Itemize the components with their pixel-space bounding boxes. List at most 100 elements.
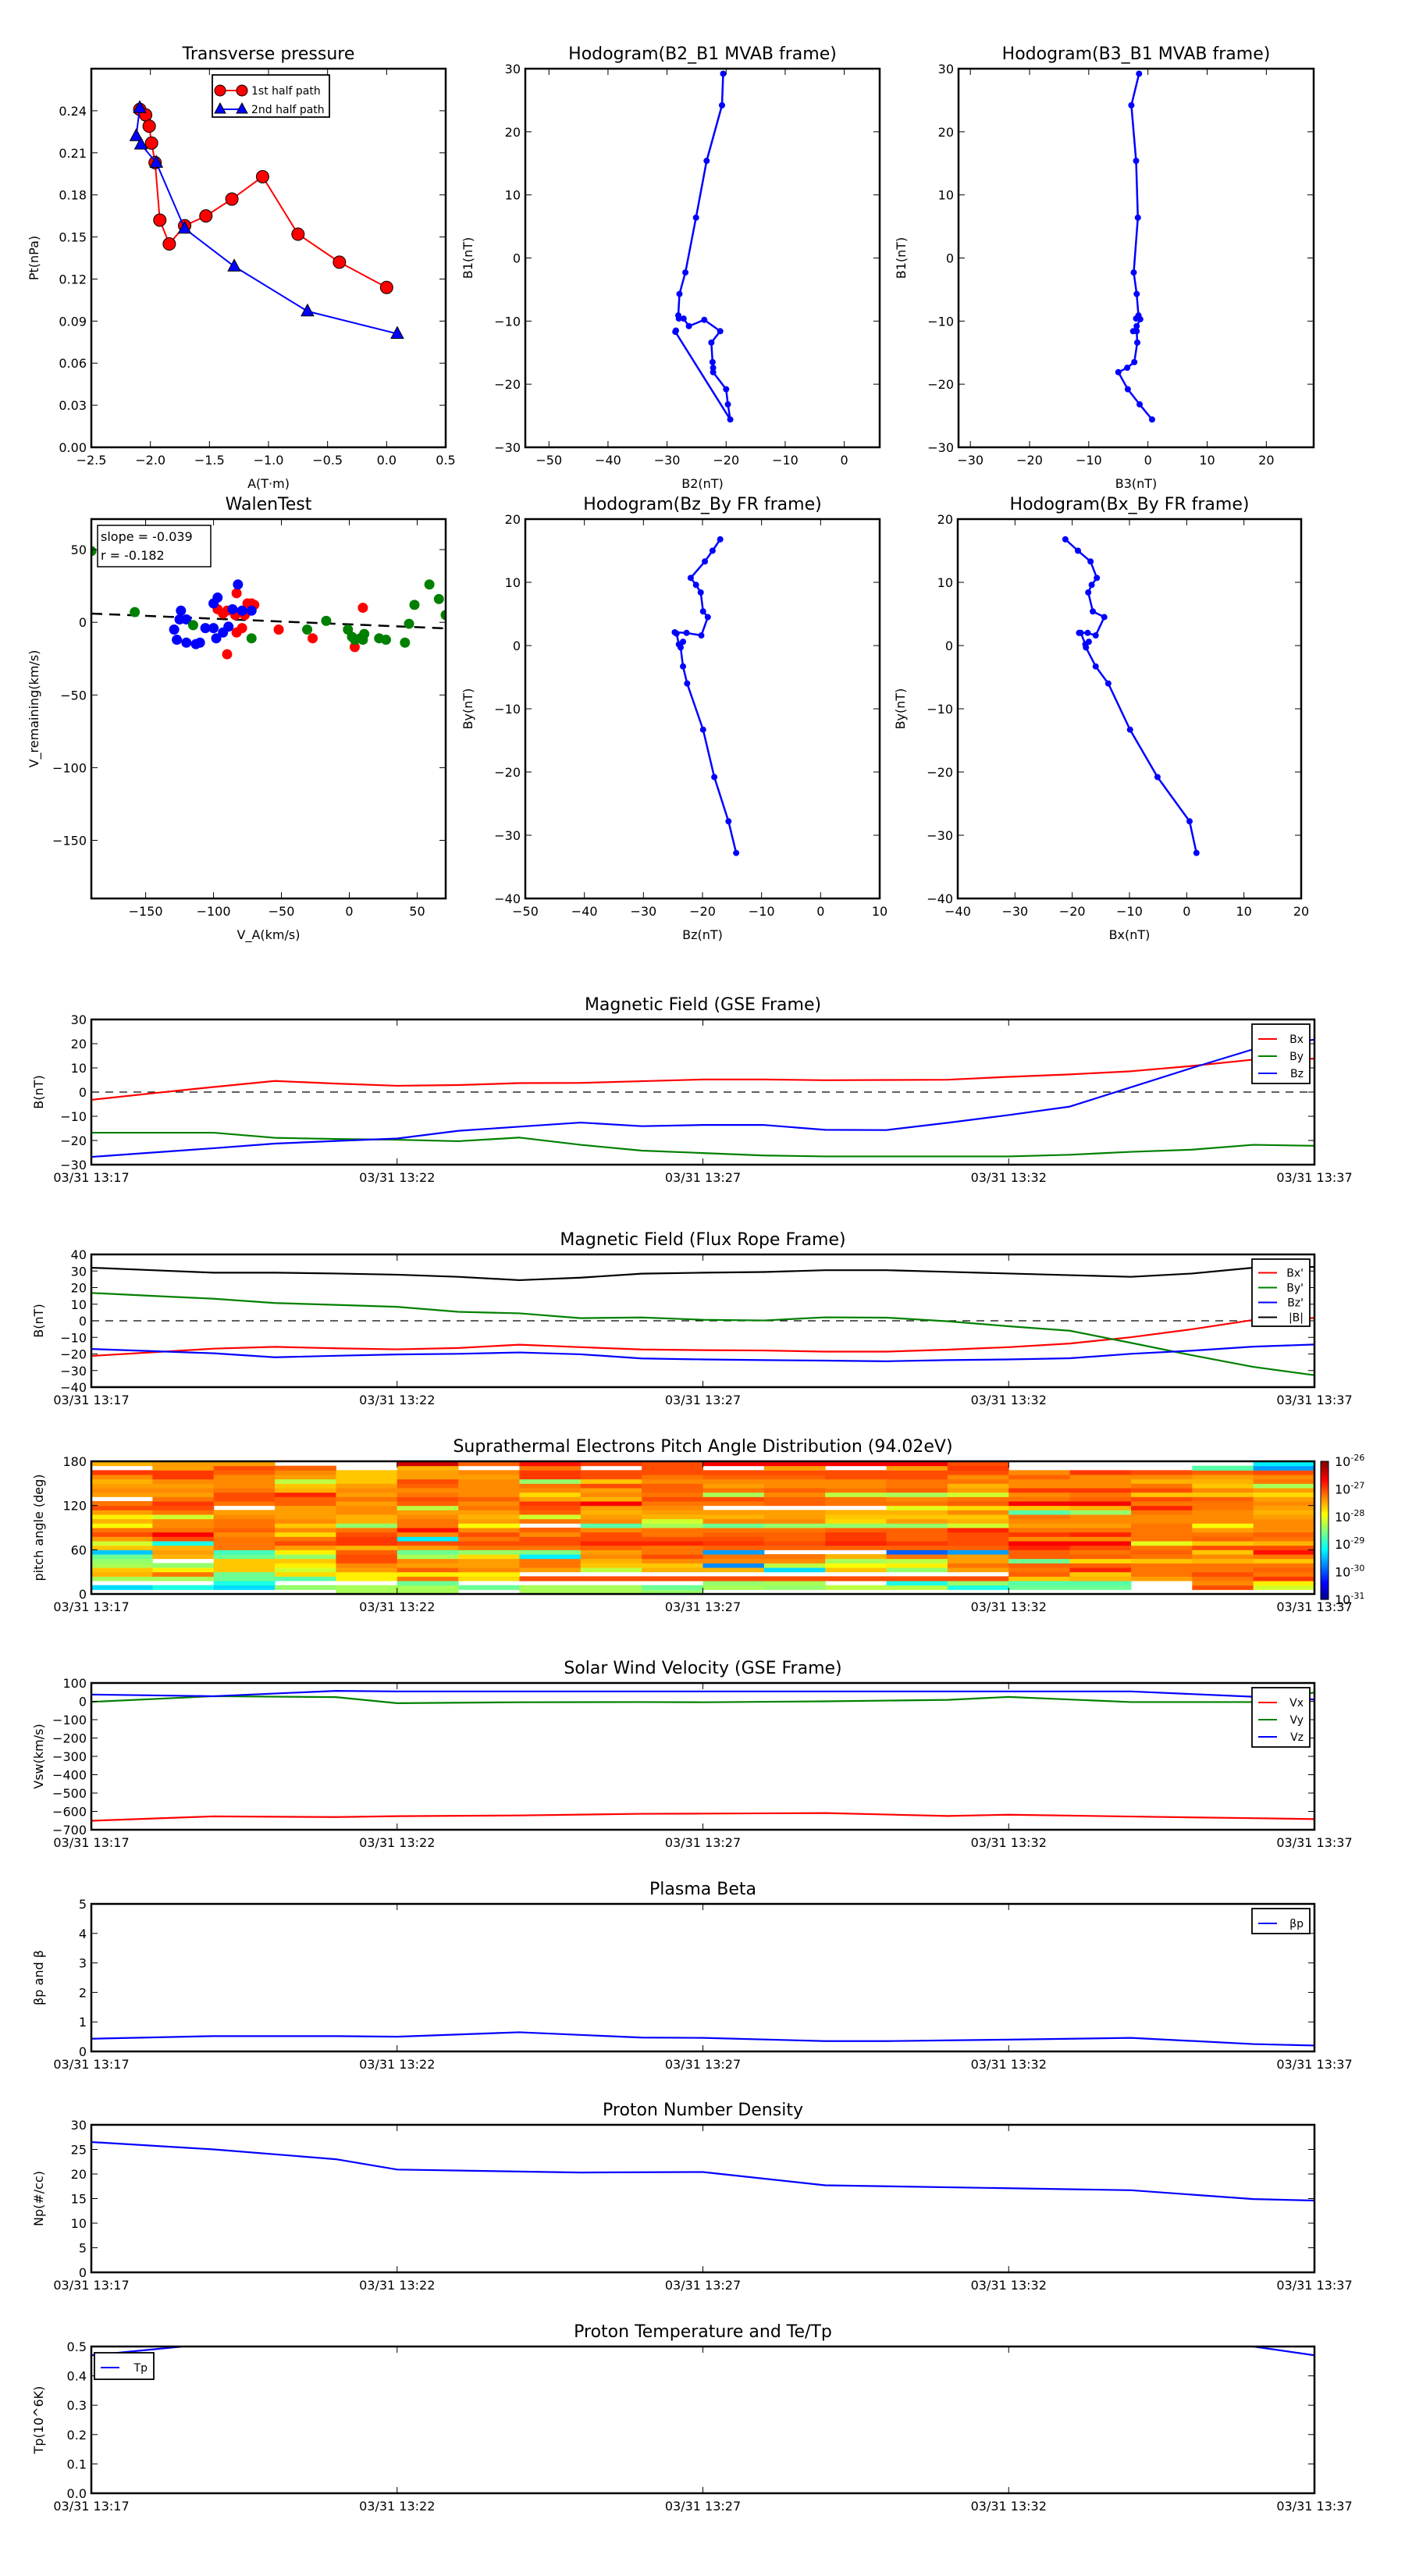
x-tick-label: −1.5: [194, 453, 225, 468]
colorbar-swatch: [1321, 1503, 1329, 1506]
heatmap-cell: [397, 1563, 459, 1568]
legend-item: βp: [1258, 1918, 1304, 1930]
x-tick-label: −10: [1076, 453, 1102, 468]
heatmap-cell: [947, 1465, 1009, 1471]
legend: Bx By Bz: [1251, 1023, 1311, 1084]
heatmap-cell: [1008, 1483, 1071, 1489]
x-tick-label: 03/31 13:22: [359, 2057, 435, 2072]
heatmap-cell: [1069, 1510, 1132, 1515]
heatmap-cell: [152, 1554, 215, 1560]
heatmap-cell: [1130, 1541, 1193, 1546]
heatmap-cell: [152, 1550, 215, 1555]
heatmap-cell: [519, 1567, 582, 1573]
heatmap-cell: [397, 1475, 459, 1480]
heatmap-cell: [763, 1461, 826, 1467]
heatmap-cell: [397, 1567, 459, 1573]
heatmap-cell: [1253, 1505, 1315, 1510]
heatmap-cell: [213, 1541, 276, 1546]
data-marker: [1077, 629, 1084, 636]
heatmap-cell: [213, 1492, 276, 1497]
heatmap-cell: [763, 1478, 826, 1484]
data-marker: [1130, 269, 1137, 276]
data-marker: [711, 774, 718, 781]
heatmap-cell: [702, 1461, 765, 1467]
data-marker: [1154, 774, 1161, 781]
heatmap-cell: [1253, 1528, 1315, 1533]
x-tick-label: −10: [772, 453, 799, 468]
data-marker: [673, 630, 680, 637]
heatmap-cell: [1008, 1475, 1071, 1480]
x-tick-label: 03/31 13:37: [1276, 1170, 1352, 1185]
x-tick-label: 03/31 13:22: [359, 1599, 435, 1614]
heatmap-cell: [91, 1523, 153, 1528]
heatmap-cell: [580, 1483, 642, 1489]
heatmap-cell: [275, 1523, 336, 1528]
x-tick-label: 0: [816, 904, 824, 919]
heatmap-cell: [642, 1532, 703, 1537]
data-marker: [1115, 368, 1122, 375]
data-marker: [1148, 416, 1155, 423]
x-axis-label: Bx(nT): [1109, 927, 1151, 942]
heatmap-cell: [91, 1563, 153, 1568]
hodogram-b2-b1-frame: [524, 67, 881, 449]
heatmap-cell: [397, 1501, 459, 1507]
legend-label: Bz': [1287, 1297, 1304, 1310]
heatmap-cell: [763, 1501, 826, 1507]
data-marker: [733, 849, 740, 856]
heatmap-cell: [825, 1514, 887, 1520]
y-tick-label: −50: [60, 688, 87, 703]
heatmap-cell: [1008, 1528, 1071, 1533]
x-tick-label: −20: [1016, 453, 1043, 468]
heatmap-cell: [763, 1475, 826, 1480]
legend-label: Vx: [1289, 1697, 1304, 1710]
y-tick-label: 0: [945, 639, 953, 653]
heatmap-cell: [947, 1514, 1009, 1520]
heatmap-cell: [336, 1478, 398, 1484]
colorbar-swatch: [1321, 1484, 1329, 1487]
heatmap-cell: [152, 1563, 215, 1568]
heatmap-cell: [213, 1483, 276, 1489]
heatmap-cell: [397, 1558, 459, 1564]
heatmap-cell: [519, 1558, 582, 1564]
data-marker: [199, 209, 213, 223]
heatmap-cell: [91, 1576, 153, 1582]
heatmap-cell: [397, 1492, 459, 1497]
heatmap-cell: [458, 1483, 520, 1489]
heatmap-cell: [1192, 1483, 1254, 1489]
heatmap-cell: [519, 1518, 582, 1524]
data-marker: [144, 136, 158, 150]
y-tick-label: 0.2: [67, 2428, 87, 2443]
heatmap-cell: [458, 1567, 520, 1573]
legend-item: |B|: [1258, 1312, 1304, 1325]
heatmap-cell: [1192, 1567, 1254, 1573]
chart-title: Proton Number Density: [603, 2101, 803, 2120]
x-tick-label: −2.0: [135, 453, 165, 468]
x-tick-label: 03/31 13:17: [53, 1170, 129, 1185]
heatmap-cell: [519, 1501, 582, 1507]
heatmap-cell: [642, 1465, 703, 1471]
data-marker: [1092, 632, 1099, 639]
heatmap-cell: [947, 1478, 1009, 1484]
heatmap-cell: [275, 1505, 336, 1510]
heatmap-cell: [947, 1528, 1009, 1533]
heatmap-cell: [825, 1470, 887, 1475]
scatter-point: [176, 605, 187, 616]
heatmap-cell: [763, 1532, 826, 1537]
heatmap-cell: [91, 1536, 153, 1542]
heatmap-cell: [702, 1581, 765, 1586]
colorbar-swatch: [1321, 1518, 1329, 1522]
heatmap-cell: [1192, 1554, 1254, 1560]
series-line-b1-vs-b2: [674, 73, 731, 421]
y-tick-label: 30: [71, 1264, 87, 1279]
heatmap-cell: [91, 1554, 153, 1560]
colorbar-swatch: [1321, 1542, 1329, 1545]
heatmap-cell: [1069, 1501, 1132, 1507]
legend: 1st half path 2nd half path: [212, 74, 330, 118]
heatmap-cell: [91, 1501, 153, 1507]
heatmap-cell: [825, 1475, 887, 1480]
heatmap-cell: [519, 1550, 582, 1555]
heatmap-cell: [336, 1541, 398, 1546]
heatmap-cell: [519, 1465, 582, 1471]
heatmap-cell: [91, 1492, 153, 1497]
heatmap-cell: [519, 1532, 582, 1537]
